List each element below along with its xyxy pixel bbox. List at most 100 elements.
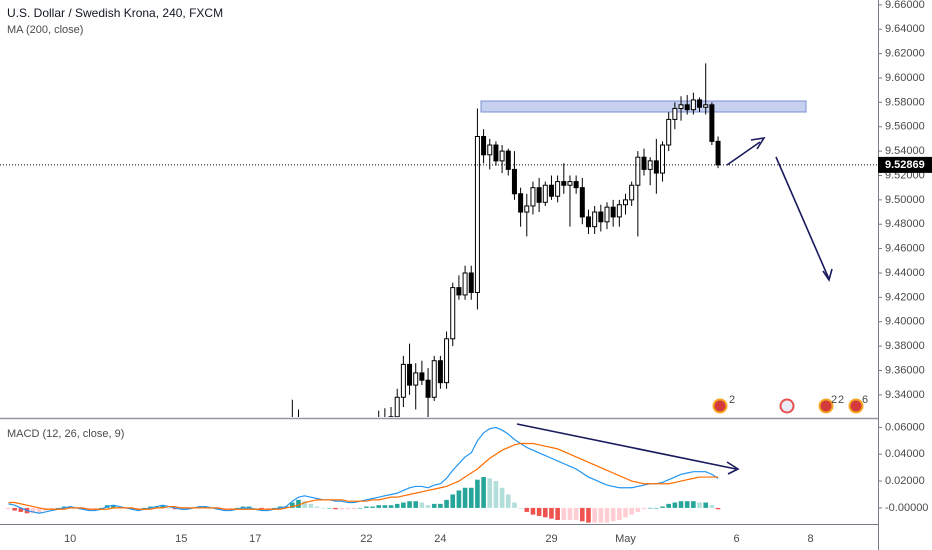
histogram-bar <box>222 507 227 510</box>
last-price-label: 9.52869 <box>885 159 925 171</box>
candle-body <box>555 181 561 197</box>
histogram-bar <box>635 507 641 512</box>
y-tick-label: 0.02000 <box>885 475 925 487</box>
histogram-bar <box>450 494 456 508</box>
histogram-bar <box>197 506 203 508</box>
histogram-bar <box>67 506 73 508</box>
event-badge: 2 <box>729 394 735 406</box>
histogram-bar <box>30 507 36 514</box>
histogram-bar <box>160 505 166 508</box>
histogram-bar <box>302 501 307 508</box>
y-tick-label: 9.40000 <box>885 316 925 328</box>
histogram-bar <box>166 507 172 509</box>
histogram-bar <box>419 502 425 508</box>
histogram-bar <box>512 502 517 508</box>
histogram-bar <box>320 507 326 509</box>
candle-body <box>672 107 678 120</box>
candle-body <box>666 118 672 146</box>
y-tick-label: 9.36000 <box>885 364 925 376</box>
histogram-bar <box>505 494 511 508</box>
candle-body <box>561 181 567 186</box>
histogram-bar <box>425 505 431 508</box>
histogram-bar <box>407 501 412 508</box>
histogram-bar <box>536 507 542 516</box>
candle-body <box>468 272 474 293</box>
candle-body <box>493 144 499 162</box>
candle-body <box>585 216 591 228</box>
arrow-up-line <box>726 141 761 166</box>
candle-body <box>511 168 517 195</box>
x-tick-label: May <box>615 533 636 545</box>
histogram-bar <box>49 507 54 510</box>
candle-body <box>703 104 709 108</box>
candle-body <box>431 360 437 398</box>
resistance-zone <box>480 100 807 113</box>
candle-body <box>641 156 647 170</box>
indicator-label: MA (200, close) <box>7 24 83 36</box>
y-tick-label: 9.48000 <box>885 218 925 230</box>
histogram-bar <box>709 505 715 508</box>
event-icon-flag <box>820 400 832 412</box>
y-tick-label: 9.46000 <box>885 243 925 255</box>
candle-body <box>407 363 413 386</box>
event-icon-flag <box>781 400 793 412</box>
histogram-bar <box>345 507 351 510</box>
candle-body <box>616 204 622 218</box>
candle-body <box>573 181 579 189</box>
y-tick-label: 9.60000 <box>885 72 925 84</box>
candle-body <box>660 144 666 174</box>
histogram-bar <box>92 507 98 510</box>
candle-body <box>579 187 585 218</box>
histogram-bar <box>666 503 671 508</box>
histogram-bar <box>654 507 659 509</box>
event-badge: 2 <box>831 394 837 406</box>
histogram-bar <box>462 487 468 508</box>
histogram-bar <box>55 507 61 509</box>
histogram-bar <box>456 490 462 508</box>
candle-body <box>623 199 628 206</box>
candle-body <box>425 379 431 398</box>
histogram-bar <box>234 507 240 509</box>
histogram-bar <box>703 502 709 508</box>
x-tick-label: 15 <box>175 533 187 545</box>
histogram-bar <box>672 502 678 508</box>
histogram-bar <box>715 507 721 510</box>
histogram-bar <box>499 487 505 508</box>
histogram-bar <box>684 501 690 508</box>
histogram-bar <box>240 506 246 508</box>
x-tick-label: 29 <box>545 533 557 545</box>
candle-body <box>394 396 400 417</box>
histogram-bar <box>388 505 394 508</box>
histogram-bar <box>364 506 369 508</box>
candle-body <box>653 160 659 174</box>
histogram-bar <box>283 506 289 508</box>
divergence-line <box>516 423 737 470</box>
histogram-bar <box>691 501 696 508</box>
histogram-bar <box>265 507 270 510</box>
candle-body <box>518 193 524 213</box>
histogram-bar <box>308 503 314 508</box>
y-tick-label: 0.04000 <box>885 448 925 460</box>
histogram-bar <box>327 507 332 509</box>
candle-body <box>437 360 443 384</box>
candle-body <box>592 211 598 228</box>
candle-body <box>709 104 715 142</box>
candle-body <box>419 372 425 381</box>
histogram-bar <box>518 507 523 509</box>
histogram-bar <box>468 487 474 508</box>
histogram-bar <box>604 507 610 523</box>
histogram-bar <box>660 506 665 508</box>
candle-body <box>684 104 690 111</box>
candle-body <box>542 184 548 203</box>
y-tick-label: 9.54000 <box>885 145 925 157</box>
histogram-bar <box>154 506 159 508</box>
histogram-bar <box>610 507 616 522</box>
histogram-bar <box>475 479 480 508</box>
x-tick-label: 22 <box>360 533 372 545</box>
histogram-bar <box>561 507 567 520</box>
candle-body <box>536 187 542 203</box>
candle-body <box>610 206 616 218</box>
histogram-bar <box>401 502 406 508</box>
histogram-bar <box>697 502 702 508</box>
